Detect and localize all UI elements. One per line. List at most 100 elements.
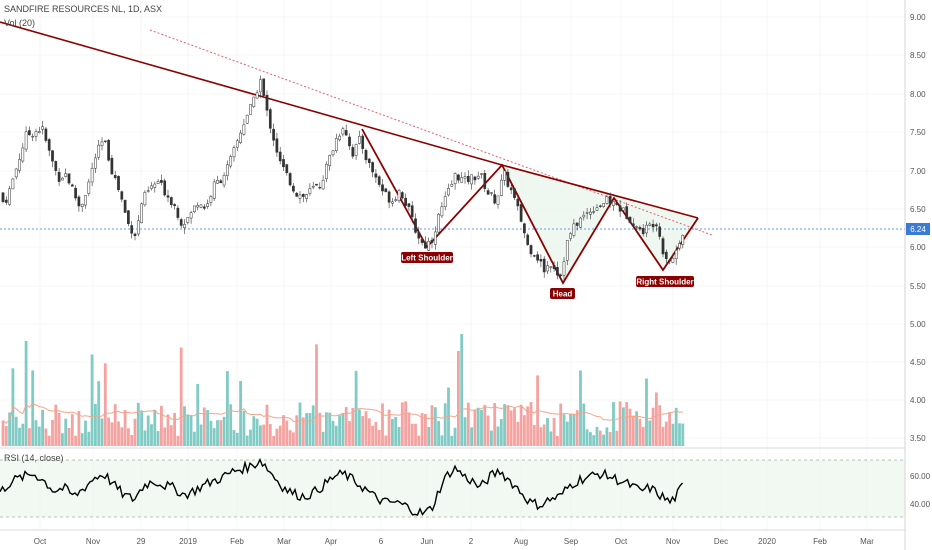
candle-body: [460, 177, 464, 183]
volume-bar: [460, 334, 464, 446]
volume-bar: [391, 418, 394, 446]
volume-bar: [202, 407, 206, 446]
candle-body: [31, 135, 35, 138]
volume-bar: [259, 425, 262, 446]
candle-body: [447, 188, 450, 196]
candle-body: [546, 265, 549, 272]
volume-bar: [678, 423, 681, 446]
volume-bar: [400, 402, 404, 446]
candle-body: [117, 176, 120, 190]
candle-body: [216, 180, 219, 184]
volume-bar: [367, 418, 371, 446]
volume-bar: [245, 435, 249, 446]
volume-bar: [153, 409, 157, 446]
trend-line-long: [0, 21, 503, 166]
volume-bar: [97, 381, 101, 446]
volume-bar: [549, 431, 553, 446]
pattern-shading: [502, 165, 700, 283]
volume-bar: [206, 410, 209, 446]
time-tick-label: 2019: [179, 537, 197, 546]
candle-body: [628, 216, 632, 223]
candle-body: [394, 199, 398, 201]
volume-bar: [334, 425, 338, 446]
candle-body: [298, 194, 302, 199]
volume-bar: [189, 415, 193, 446]
candle-body: [235, 140, 239, 148]
head-shoulders-pattern: [361, 128, 699, 285]
volume-bar: [437, 421, 440, 446]
time-tick-label: 2020: [758, 537, 776, 546]
volume-bar: [209, 420, 213, 446]
candle-body: [562, 261, 566, 276]
volume-bar: [70, 414, 74, 446]
volume-bar: [103, 363, 107, 446]
volume-bar: [84, 420, 87, 446]
volume-bar: [272, 435, 275, 446]
volume-bar: [282, 415, 285, 446]
candle-body: [625, 206, 629, 219]
volume-bar: [546, 418, 549, 446]
candle-body: [21, 147, 25, 162]
candle-body: [523, 223, 526, 234]
volume-bar: [605, 427, 609, 446]
candle-body: [94, 157, 97, 169]
candle-body: [179, 219, 183, 226]
candle-body: [249, 104, 252, 115]
candle-body: [166, 195, 170, 198]
candle-body: [232, 147, 236, 158]
candle-body: [410, 205, 414, 218]
volume-bar: [21, 423, 25, 446]
volume-bar: [628, 408, 632, 446]
price-tick-label: 4.50: [910, 358, 926, 367]
price-tick-label: 6.50: [910, 205, 926, 214]
candle-body: [424, 241, 427, 249]
volume-bar: [146, 415, 150, 446]
chart-title: SANDFIRE RESOURCES NL, 1D, ASX: [4, 4, 163, 14]
volume-bar: [179, 347, 183, 446]
volume-bar: [387, 409, 391, 446]
candle-body: [196, 205, 200, 208]
volume-bar: [344, 407, 348, 446]
candle-body: [311, 186, 315, 188]
candle-body: [427, 240, 431, 251]
volume-bar: [569, 413, 572, 446]
candle-body: [658, 226, 662, 237]
volume-bar: [641, 426, 645, 446]
time-tick-label: Mar: [860, 537, 874, 546]
candle-body: [443, 196, 447, 208]
volume-bar: [166, 414, 170, 446]
candle-body: [176, 207, 180, 218]
candle-body: [344, 130, 348, 136]
volume-bar: [196, 383, 200, 446]
candle-body: [321, 179, 325, 190]
volume-bar: [285, 420, 289, 446]
candle-body: [272, 128, 275, 141]
candle-body: [631, 223, 635, 227]
candle-body: [671, 258, 675, 263]
candle-body: [641, 228, 645, 235]
candle-body: [519, 204, 523, 222]
candle-body: [110, 157, 114, 175]
volume-bar: [301, 417, 305, 446]
volume-bar: [120, 427, 124, 446]
candle-body: [239, 132, 242, 143]
candle-body: [407, 203, 411, 207]
volume-bar: [648, 420, 652, 446]
volume-bar: [361, 416, 365, 446]
candle-body: [173, 204, 176, 207]
candle-body: [450, 184, 454, 187]
volume-bar: [556, 435, 559, 446]
volume-bar: [354, 370, 358, 446]
volume-legend: Vol (20): [4, 18, 36, 28]
candle-body: [219, 180, 223, 184]
candle-body: [437, 213, 440, 233]
volume-bar: [602, 434, 605, 446]
candle-body: [301, 194, 305, 197]
candle-body: [463, 176, 467, 179]
volume-bar: [674, 407, 678, 446]
volume-bar: [80, 433, 84, 446]
volume-bar: [420, 413, 424, 446]
volume-bar: [664, 421, 668, 446]
candle-body: [681, 235, 685, 245]
